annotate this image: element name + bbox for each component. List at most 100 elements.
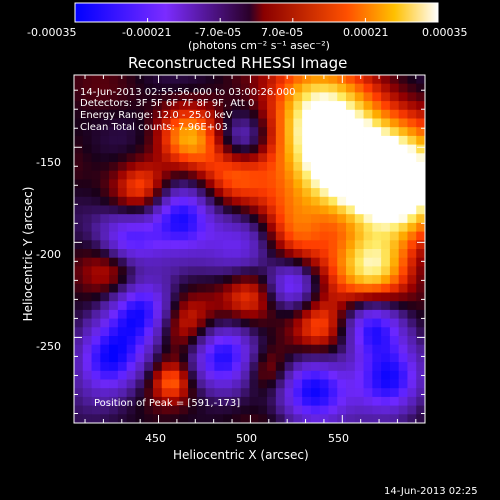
heatmap-cell <box>205 283 215 293</box>
heatmap-cell <box>302 370 312 380</box>
heatmap-cell <box>407 275 417 285</box>
heatmap-cell <box>407 336 417 346</box>
heatmap-cell <box>161 301 171 311</box>
heatmap-cell <box>284 75 294 85</box>
heatmap-cell <box>240 266 250 276</box>
heatmap-cell <box>82 153 92 163</box>
heatmap-cell <box>302 309 312 319</box>
heatmap-cell <box>223 205 233 215</box>
heatmap-cell <box>346 388 356 398</box>
heatmap-cell <box>109 353 119 363</box>
heatmap-cell <box>144 388 154 398</box>
heatmap-cell <box>179 405 189 415</box>
heatmap-cell <box>346 170 356 180</box>
heatmap-cell <box>363 362 373 372</box>
heatmap-cell <box>74 118 84 128</box>
heatmap-cell <box>284 179 294 189</box>
heatmap-cell <box>416 266 426 276</box>
heatmap-cell <box>109 266 119 276</box>
heatmap-cell <box>205 162 215 172</box>
heatmap-cell <box>284 144 294 154</box>
heatmap-cell <box>346 83 356 93</box>
heatmap-cell <box>161 249 171 259</box>
heatmap-cell <box>302 101 312 111</box>
heatmap-cell <box>109 249 119 259</box>
heatmap-cell <box>144 144 154 154</box>
heatmap-cell <box>398 205 408 215</box>
heatmap-cell <box>109 75 119 85</box>
heatmap-cell <box>240 109 250 119</box>
heatmap-cell <box>416 414 426 424</box>
heatmap-cell <box>240 370 250 380</box>
heatmap-cell <box>144 327 154 337</box>
heatmap-cell <box>258 249 268 259</box>
heatmap-cell <box>196 92 207 102</box>
heatmap-cell <box>91 109 101 119</box>
heatmap-cell <box>144 135 154 145</box>
heatmap-cell <box>152 118 163 128</box>
heatmap-cell <box>381 153 391 163</box>
heatmap-cell <box>196 196 207 206</box>
heatmap-cell <box>126 257 136 267</box>
heatmap-cell <box>363 135 373 145</box>
heatmap-cell <box>310 101 321 111</box>
heatmap-cell <box>74 344 84 354</box>
heatmap-cell <box>249 344 259 354</box>
heatmap-cell <box>100 388 110 398</box>
heatmap-cell <box>319 101 329 111</box>
heatmap-cell <box>398 101 408 111</box>
heatmap-cell <box>337 240 347 250</box>
heatmap-cell <box>416 353 426 363</box>
heatmap-cell <box>389 379 400 389</box>
heatmap-cell <box>372 370 382 380</box>
heatmap-cell <box>170 118 180 128</box>
heatmap-cell <box>179 222 189 232</box>
heatmap-cell <box>179 214 189 224</box>
heatmap-cell <box>302 162 312 172</box>
heatmap-cell <box>214 344 224 354</box>
heatmap-cell <box>389 101 400 111</box>
heatmap-cell <box>328 414 338 424</box>
heatmap-cell <box>188 144 198 154</box>
heatmap-cell <box>284 135 294 145</box>
heatmap-cell <box>152 405 163 415</box>
heatmap-cell <box>354 362 364 372</box>
heatmap-cell <box>205 405 215 415</box>
heatmap-cell <box>319 344 329 354</box>
heatmap-cell <box>74 309 84 319</box>
heatmap-cell <box>337 283 347 293</box>
heatmap-cell <box>398 266 408 276</box>
heatmap-cell <box>275 327 286 337</box>
heatmap-cell <box>363 92 373 102</box>
heatmap-cell <box>398 214 408 224</box>
heatmap-cell <box>161 362 171 372</box>
heatmap-cell <box>117 127 128 137</box>
heatmap-cell <box>275 231 286 241</box>
heatmap-cell <box>196 240 207 250</box>
heatmap-cell <box>249 275 259 285</box>
heatmap-cell <box>293 388 303 398</box>
heatmap-cell <box>170 353 180 363</box>
heatmap-cell <box>109 379 119 389</box>
heatmap-cell <box>267 127 277 137</box>
heatmap-cell <box>109 344 119 354</box>
heatmap-cell <box>109 283 119 293</box>
heatmap-cell <box>135 196 145 206</box>
heatmap-cell <box>249 101 259 111</box>
heatmap-cell <box>240 336 250 346</box>
heatmap-cell <box>354 101 364 111</box>
heatmap-cell <box>302 214 312 224</box>
heatmap-cell <box>179 109 189 119</box>
heatmap-cell <box>416 283 426 293</box>
heatmap-cell <box>144 275 154 285</box>
heatmap-cell <box>82 240 92 250</box>
heatmap-cell <box>354 153 364 163</box>
heatmap-cell <box>337 309 347 319</box>
heatmap-cell <box>319 144 329 154</box>
heatmap-cell <box>407 396 417 406</box>
heatmap-cell <box>100 196 110 206</box>
heatmap-cell <box>416 162 426 172</box>
heatmap-cell <box>152 83 163 93</box>
heatmap-cell <box>117 101 128 111</box>
heatmap-cell <box>100 353 110 363</box>
